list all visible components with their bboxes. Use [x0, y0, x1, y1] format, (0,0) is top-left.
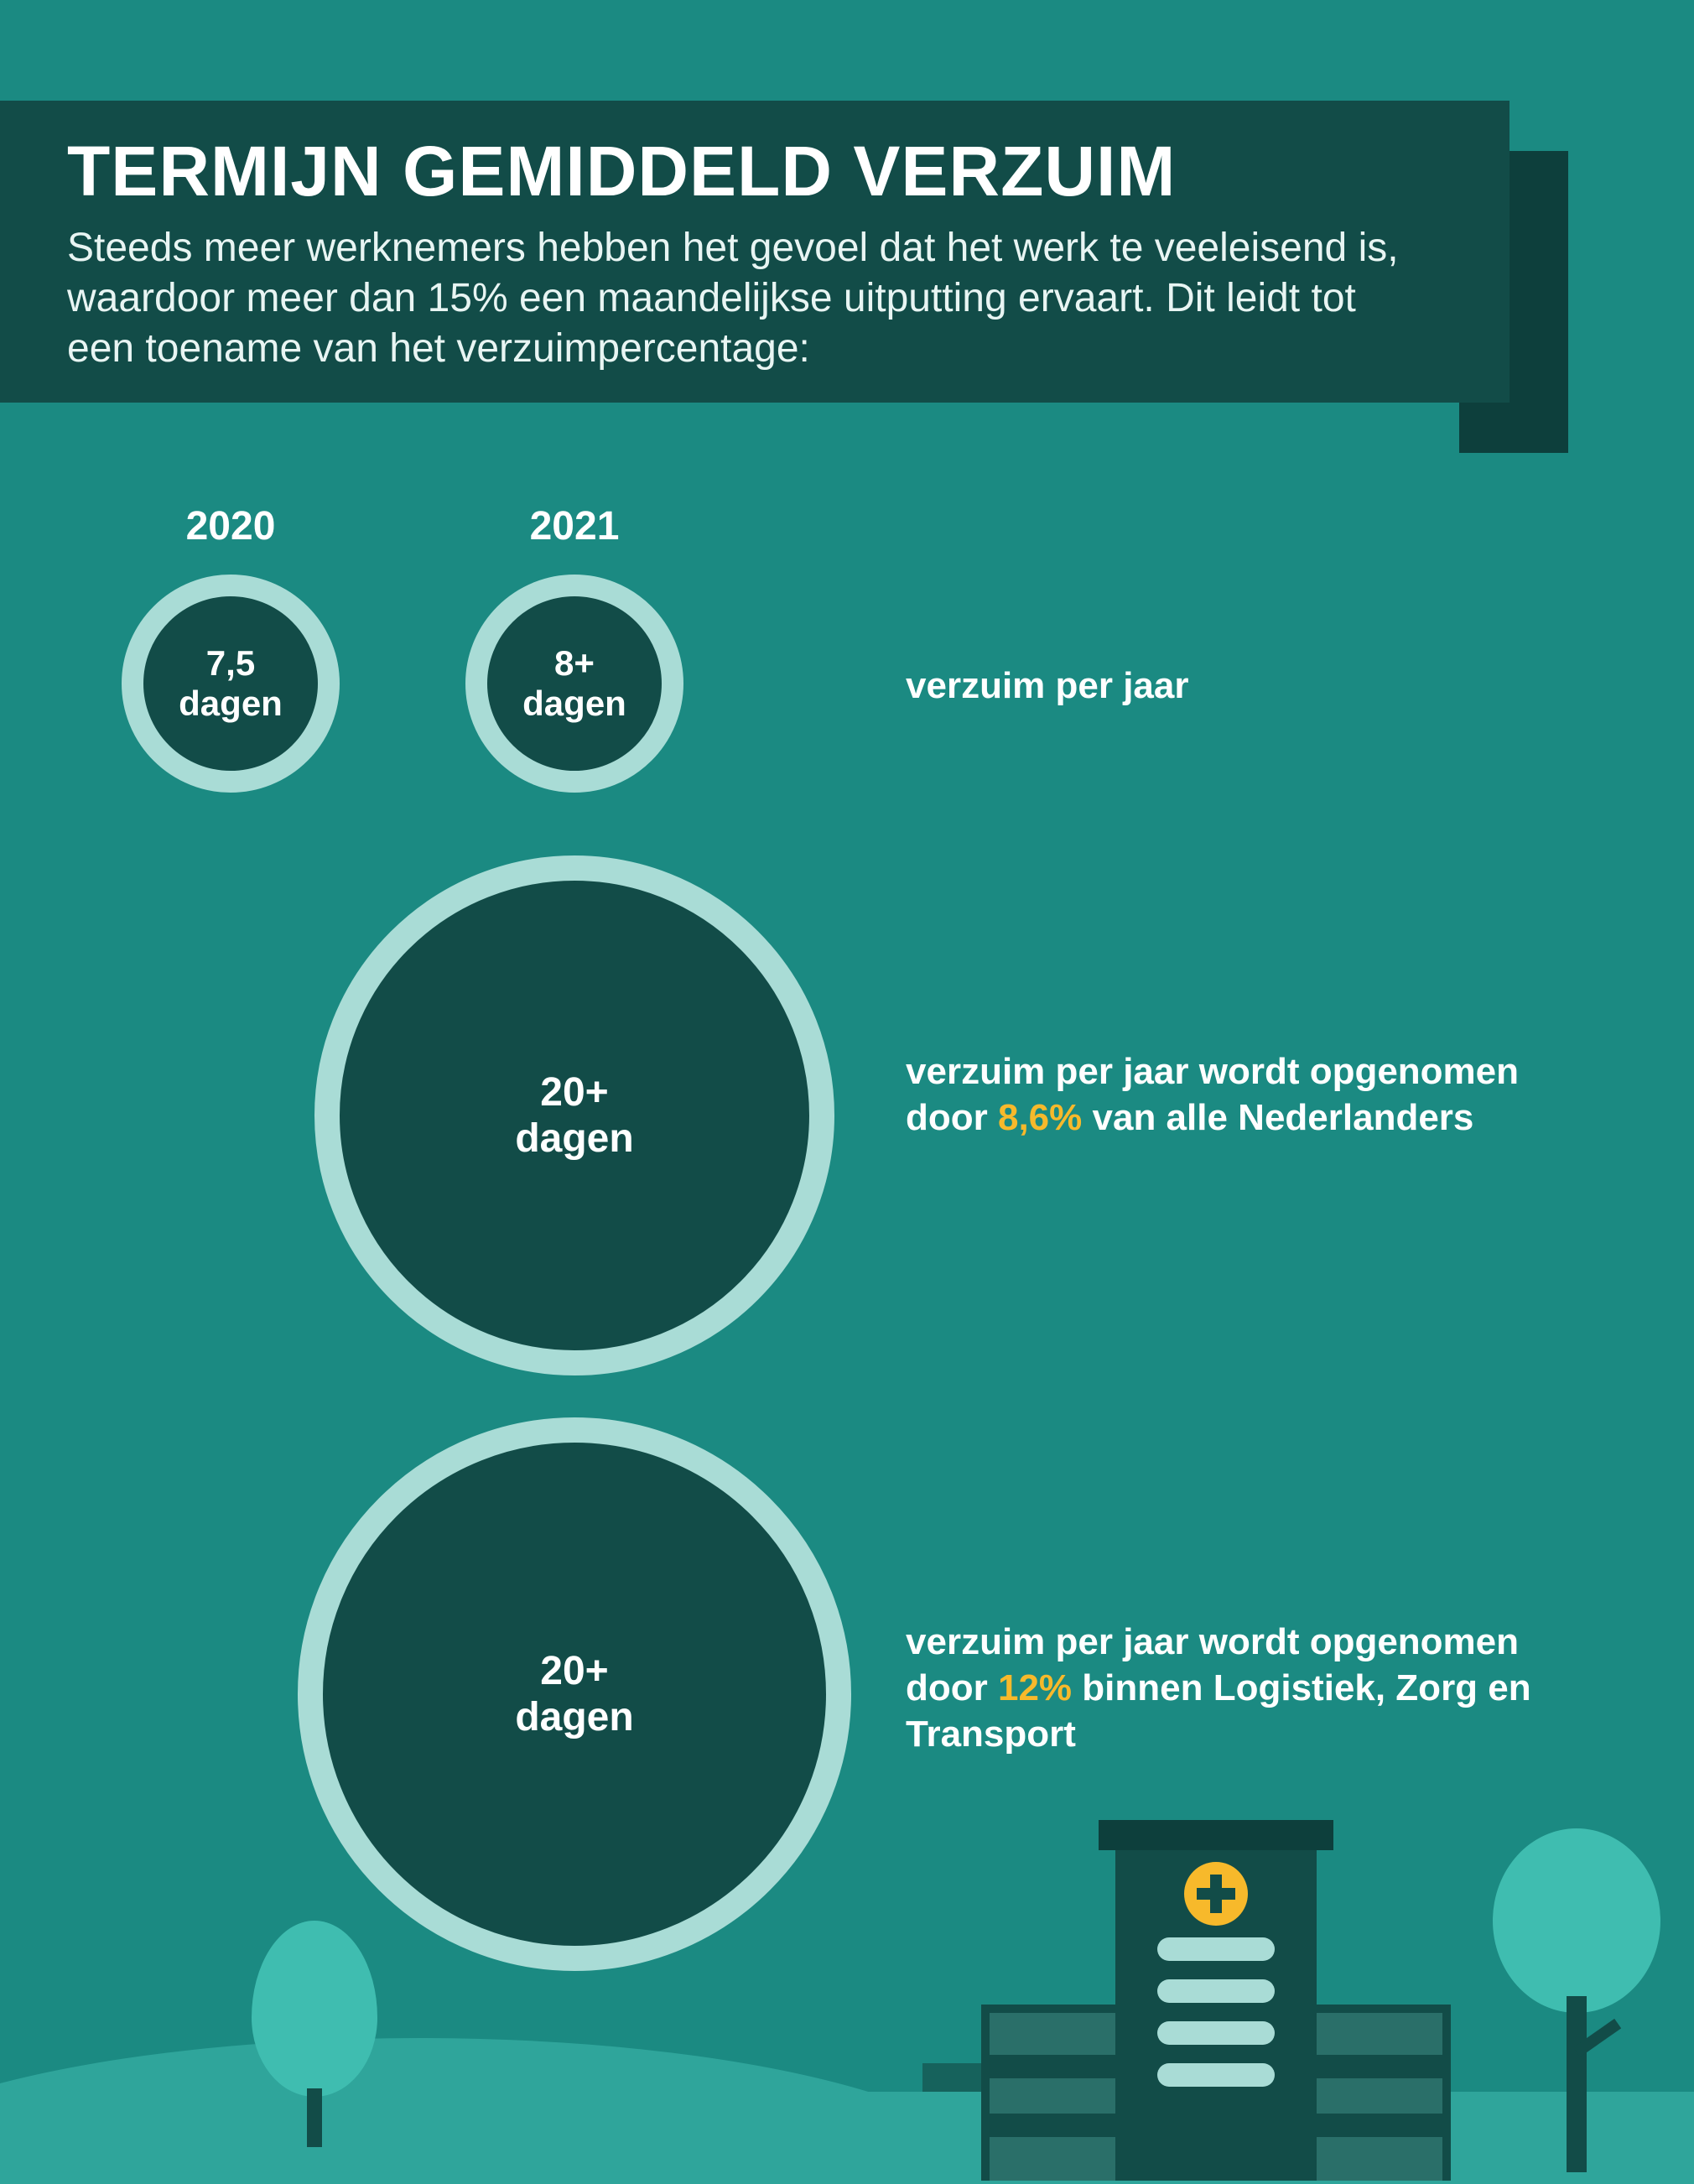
- year-label-2020: 2020: [147, 503, 314, 549]
- year-label-2021: 2021: [491, 503, 658, 549]
- header-ribbon: TERMIJN GEMIDDELD VERZUIM Steeds meer we…: [0, 101, 1510, 403]
- hospital-stripe: [990, 2055, 1124, 2078]
- hospital-stripe: [1308, 2114, 1442, 2137]
- circle-2021-value: 8+ dagen: [522, 643, 626, 725]
- desc-highlight: 8,6%: [998, 1097, 1082, 1138]
- tree-trunk: [307, 2088, 322, 2147]
- circle-sector: 20+ dagen: [298, 1417, 851, 1971]
- tree-foliage: [252, 1921, 377, 2097]
- desc-post: van alle Nederlanders: [1082, 1097, 1473, 1138]
- desc-3: verzuim per jaar wordt opgenomen door 12…: [906, 1619, 1543, 1757]
- value: 20+: [540, 1070, 608, 1115]
- infographic-canvas: TERMIJN GEMIDDELD VERZUIM Steeds meer we…: [0, 0, 1694, 2184]
- unit: dagen: [522, 684, 626, 723]
- hospital-icon: [990, 1845, 1493, 2181]
- tree-trunk: [1567, 1996, 1587, 2172]
- value: 8+: [554, 643, 595, 683]
- tree-foliage: [1493, 1828, 1660, 2013]
- circle-nl: 20+ dagen: [314, 855, 834, 1375]
- hospital-window: [1157, 1979, 1275, 2003]
- hospital-window: [1157, 2021, 1275, 2045]
- circle-sector-value: 20+ dagen: [515, 1648, 633, 1740]
- desc-1: verzuim per jaar: [906, 663, 1189, 709]
- hospital-window: [1157, 2063, 1275, 2087]
- value: 20+: [540, 1649, 608, 1693]
- desc-text: verzuim per jaar: [906, 665, 1189, 706]
- tree-large-icon: [1493, 1828, 1660, 2184]
- hospital-window: [1157, 1937, 1275, 1961]
- plus-icon: [1197, 1875, 1235, 1913]
- hospital-stripe: [1308, 2055, 1442, 2078]
- circle-nl-value: 20+ dagen: [515, 1069, 633, 1162]
- value: 7,5: [206, 643, 255, 683]
- hospital-stripe: [990, 2114, 1124, 2137]
- page-title: TERMIJN GEMIDDELD VERZUIM: [67, 134, 1459, 208]
- hospital-cross-badge-icon: [1184, 1862, 1248, 1926]
- unit: dagen: [515, 1116, 633, 1161]
- desc-2: verzuim per jaar wordt opgenomen door 8,…: [906, 1048, 1543, 1141]
- unit: dagen: [179, 684, 283, 723]
- hospital-roof: [1099, 1820, 1333, 1850]
- circle-2020: 7,5 dagen: [122, 575, 340, 793]
- hospital-wing-left: [990, 2013, 1124, 2181]
- page-subtitle: Steeds meer werknemers hebben het gevoel…: [67, 223, 1426, 374]
- hospital-wing-right: [1308, 2013, 1442, 2181]
- tree-small-icon: [252, 1921, 377, 2155]
- unit: dagen: [515, 1695, 633, 1739]
- circle-2020-value: 7,5 dagen: [179, 643, 283, 725]
- circle-2021: 8+ dagen: [465, 575, 683, 793]
- desc-highlight: 12%: [998, 1667, 1072, 1708]
